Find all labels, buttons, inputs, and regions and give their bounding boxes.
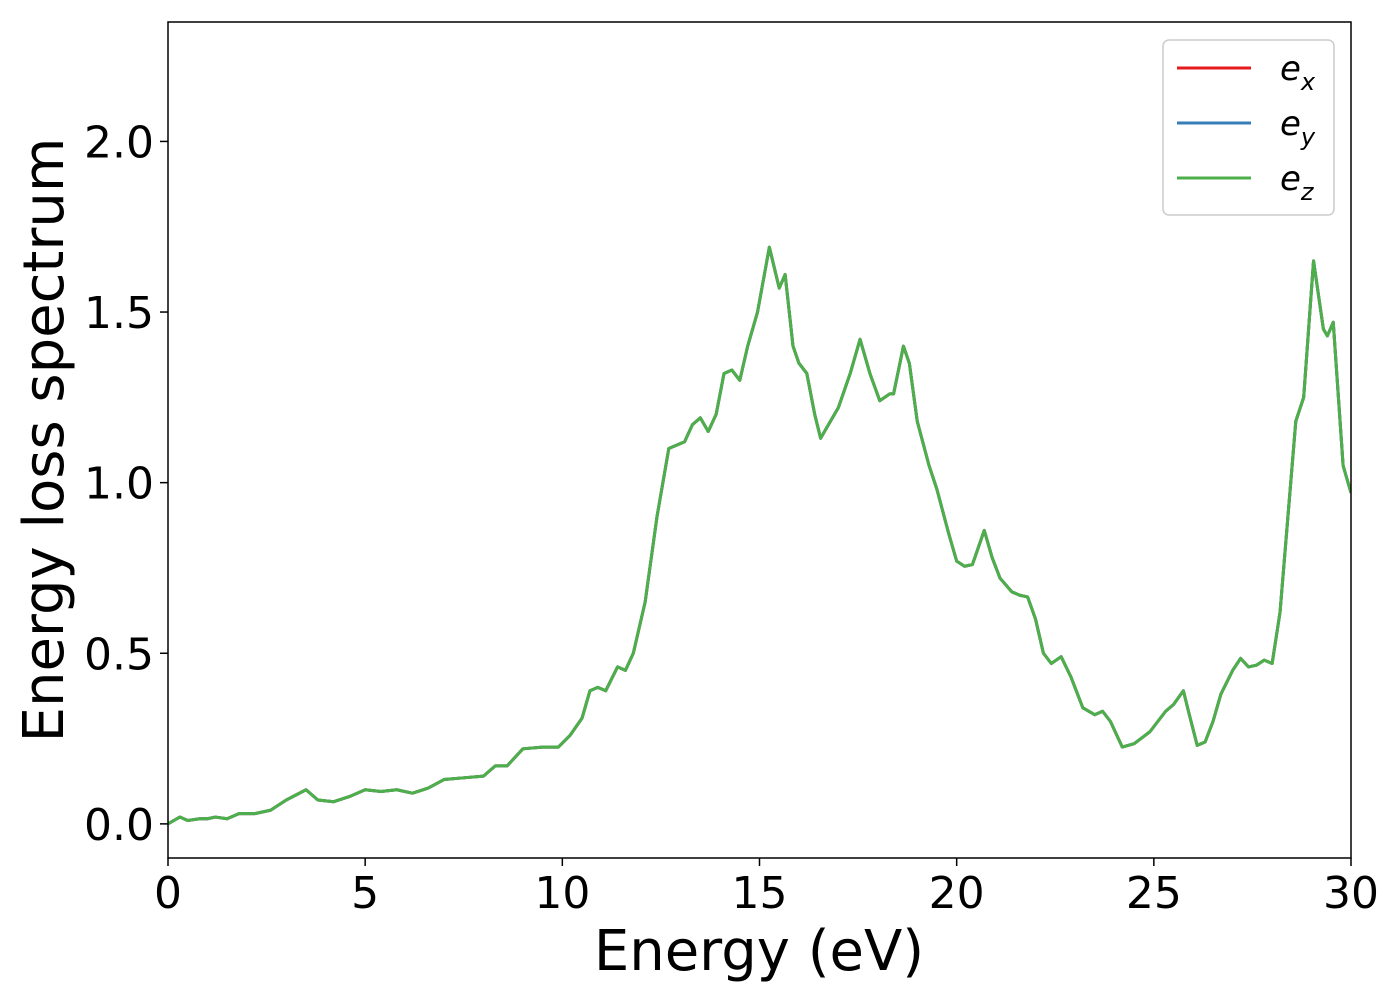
y-tick-label: 0.5 <box>84 629 154 680</box>
series-line <box>168 245 1351 826</box>
y-axis-label: Energy loss spectrum <box>12 138 77 743</box>
x-tick-label: 25 <box>1126 868 1182 919</box>
plot-frame <box>167 21 1352 859</box>
x-tick-label: 20 <box>929 868 985 919</box>
y-tick-label: 0.0 <box>84 800 154 851</box>
y-tick-label: 2.0 <box>84 117 154 168</box>
x-tick-label: 0 <box>154 868 182 919</box>
y-tick-label: 1.0 <box>84 459 154 510</box>
legend: ex ey ez <box>1162 39 1335 216</box>
legend-box <box>1162 39 1335 216</box>
y-tick-label: 1.5 <box>84 288 154 339</box>
x-tick-label: 10 <box>534 868 590 919</box>
x-tick-label: 30 <box>1323 868 1379 919</box>
x-axis-label: Energy (eV) <box>594 919 924 984</box>
legend-label: ex <box>1280 49 1316 96</box>
legend-label: ey <box>1280 104 1316 151</box>
legend-label: ez <box>1280 159 1315 206</box>
x-tick-label: 5 <box>351 868 379 919</box>
x-tick-label: 15 <box>732 868 788 919</box>
